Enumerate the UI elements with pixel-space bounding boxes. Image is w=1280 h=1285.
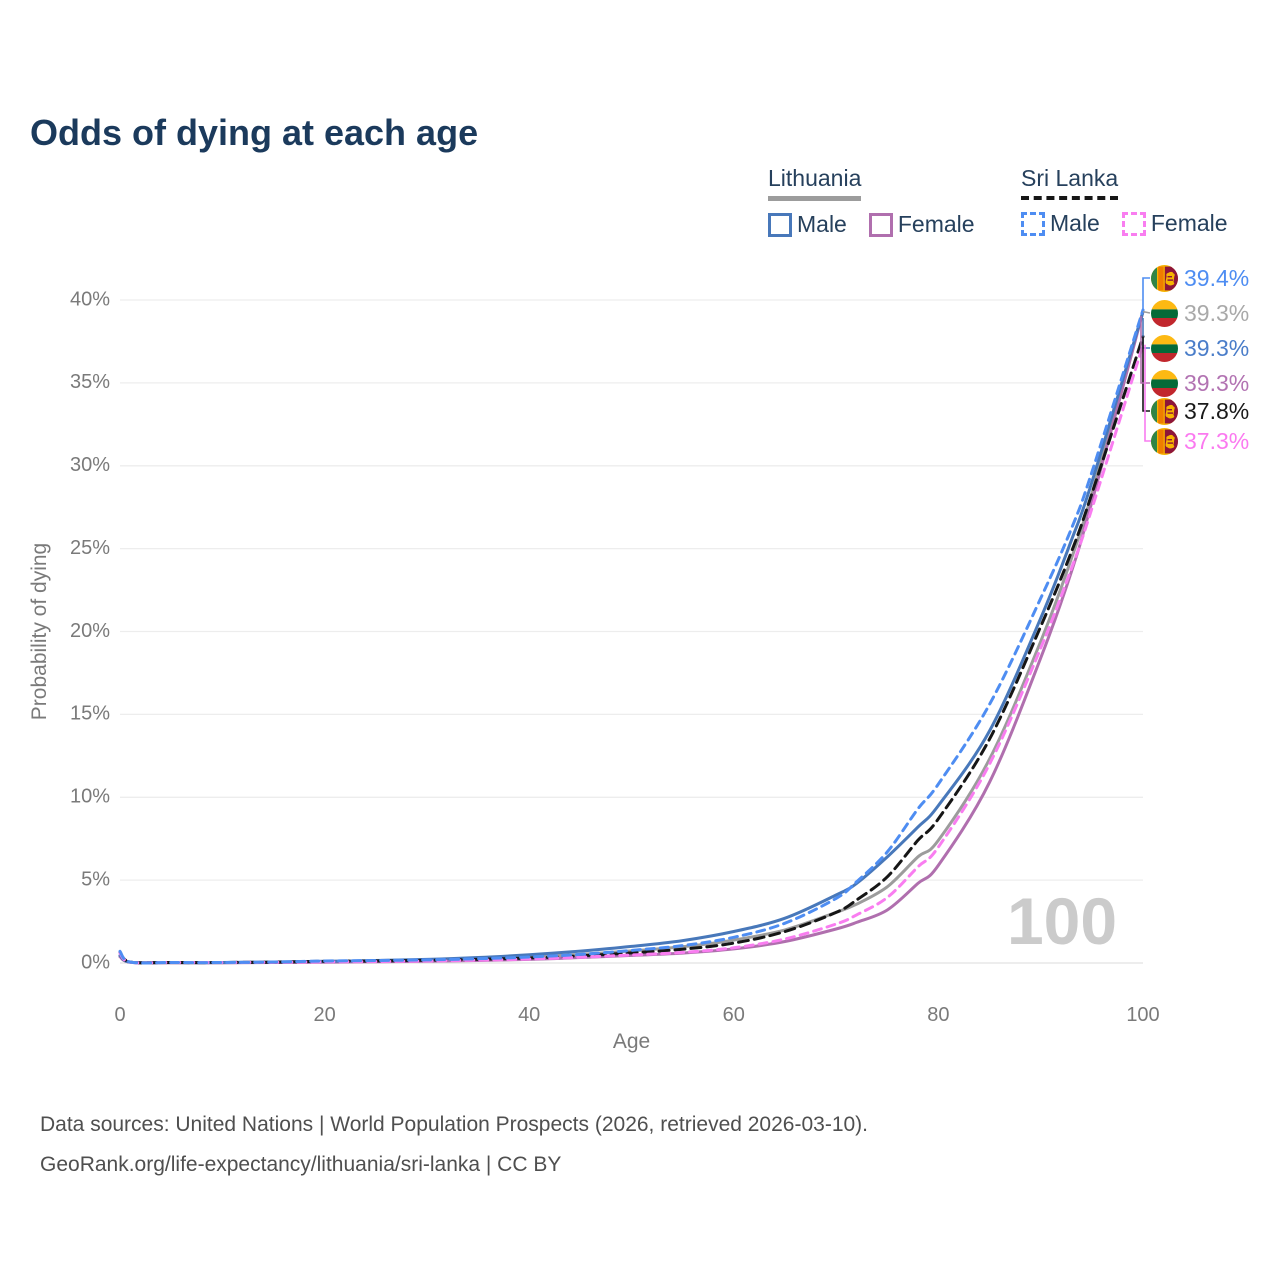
sri-lanka-flag-icon: [1151, 264, 1178, 292]
sri-lanka-flag-icon: [1151, 427, 1178, 455]
legend-country-sri-lanka[interactable]: Sri Lanka: [1021, 165, 1119, 200]
end-label-lt_female: 39.3%: [1151, 368, 1249, 398]
y-tick-label: 35%: [70, 371, 110, 393]
lithuania-flag-icon: [1151, 334, 1178, 362]
end-label-sl_female: 37.3%: [1151, 426, 1249, 456]
legend-label-sri-lanka-male[interactable]: Male: [1050, 210, 1100, 236]
series-line-sl_male[interactable]: [118, 308, 1145, 965]
end-value-sl_female: 37.3%: [1184, 427, 1250, 454]
y-tick-label: 15%: [70, 703, 110, 725]
end-value-lt_female: 39.3%: [1184, 369, 1250, 396]
lithuania-flag-icon: [1151, 334, 1178, 362]
y-axis-title: Probability of dying: [28, 543, 51, 720]
lithuania-flag-icon: [1151, 369, 1178, 397]
x-tick-label: 20: [313, 1004, 335, 1026]
sri-lanka-flag-icon: [1151, 264, 1178, 292]
legend-label-lithuania-female[interactable]: Female: [897, 211, 975, 237]
y-tick-label: 10%: [70, 786, 110, 808]
y-tick-label: 20%: [70, 620, 110, 642]
sri-lanka-flag-icon: [1151, 397, 1178, 425]
y-tick-label: 5%: [81, 868, 110, 890]
leader-line: [1142, 336, 1150, 412]
legend-swatch-lithuania-female[interactable]: [868, 212, 893, 237]
end-value-sl_male: 39.4%: [1184, 264, 1250, 291]
page-title: Odds of dying at each age: [30, 112, 479, 154]
leader-line: [1142, 277, 1150, 310]
x-tick-label: 0: [114, 1004, 125, 1026]
series-line-sl_female[interactable]: [118, 343, 1145, 965]
legend-swatch-sri-lanka-male[interactable]: [1021, 211, 1045, 236]
end-label-sl_both: 37.8%: [1151, 396, 1249, 426]
y-tick-label: 30%: [70, 454, 110, 476]
end-label-sl_male: 39.4%: [1151, 263, 1249, 293]
legend-group-lithuania: Lithuania Male Female: [768, 165, 975, 238]
x-axis-title: Age: [613, 1030, 650, 1053]
leader-line: [1140, 316, 1150, 384]
sri-lanka-flag-icon: [1151, 397, 1178, 425]
x-tick-label: 80: [927, 1004, 949, 1026]
footer-sources: Data sources: United Nations | World Pop…: [40, 1113, 869, 1136]
legend-country-lithuania[interactable]: Lithuania: [768, 165, 862, 201]
legend-group-sri-lanka: Sri Lanka Male Female: [1021, 165, 1228, 237]
end-value-lt_male: 39.3%: [1184, 334, 1250, 361]
series-line-lt_both[interactable]: [118, 310, 1145, 965]
footer: Data sources: United Nations | World Pop…: [40, 1105, 868, 1185]
x-tick-label: 40: [518, 1004, 540, 1026]
lithuania-flag-icon: [1151, 369, 1178, 397]
leader-line: [1142, 318, 1150, 349]
sri-lanka-flag-icon: [1151, 427, 1178, 455]
x-tick-label: 60: [723, 1004, 745, 1026]
series-line-lt_female[interactable]: [118, 310, 1145, 965]
end-label-lt_both: 39.3%: [1151, 298, 1249, 328]
y-tick-label: 0%: [81, 951, 110, 973]
leader-line: [1142, 310, 1151, 314]
x-tick-label: 100: [1126, 1004, 1159, 1026]
y-tick-label: 40%: [70, 288, 110, 310]
legend: Lithuania Male Female Sri Lanka Male Fem…: [0, 0, 1280, 250]
end-value-sl_both: 37.8%: [1184, 397, 1250, 424]
footer-link[interactable]: GeoRank.org/life-expectancy/lithuania/sr…: [40, 1153, 562, 1176]
legend-label-lithuania-male[interactable]: Male: [797, 211, 847, 237]
age-watermark: 100: [1007, 884, 1117, 958]
legend-swatch-sri-lanka-female[interactable]: [1121, 211, 1146, 236]
leader-line: [1144, 344, 1152, 442]
end-label-lt_male: 39.3%: [1151, 333, 1249, 363]
lithuania-flag-icon: [1151, 299, 1178, 327]
lithuania-flag-icon: [1151, 299, 1178, 327]
legend-label-sri-lanka-female[interactable]: Female: [1150, 210, 1228, 236]
end-value-lt_both: 39.3%: [1184, 299, 1250, 326]
legend-swatch-lithuania-male[interactable]: [768, 212, 792, 237]
y-tick-label: 25%: [70, 537, 110, 559]
series-line-lt_male[interactable]: [118, 310, 1145, 965]
series-line-sl_both[interactable]: [118, 335, 1145, 965]
